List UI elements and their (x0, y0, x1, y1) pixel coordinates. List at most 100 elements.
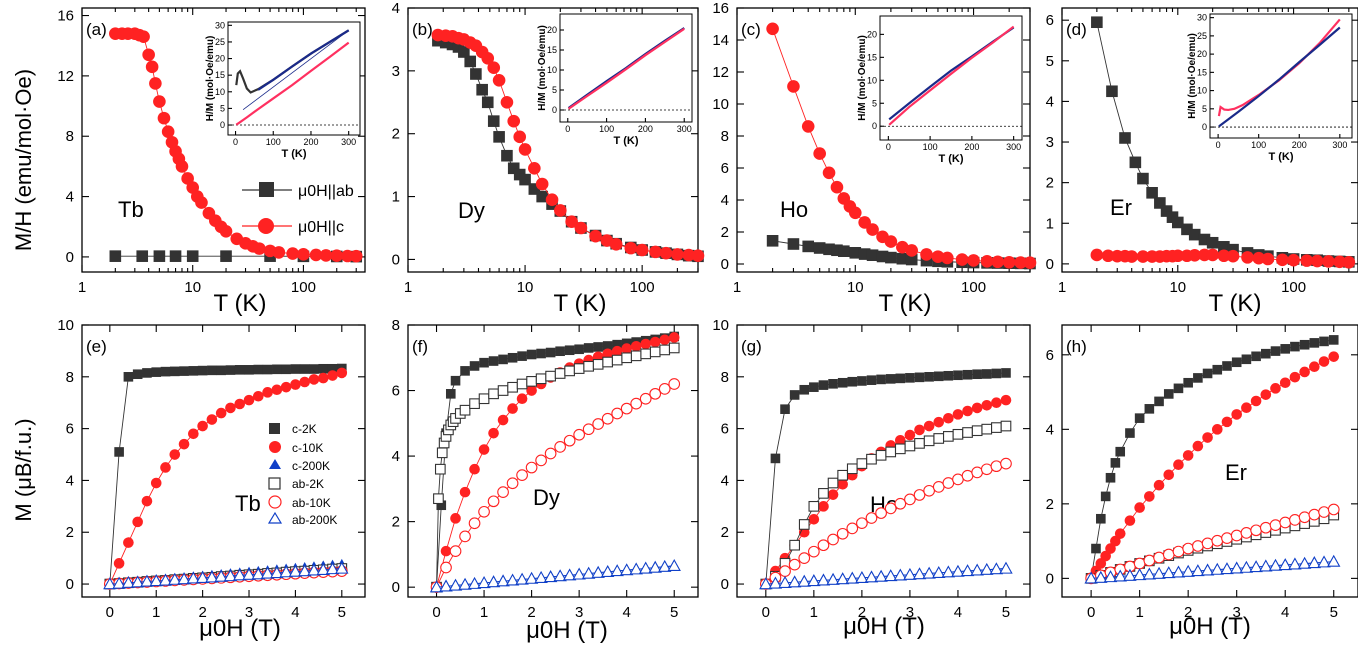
data-point (145, 60, 159, 74)
plot-frame-f (407, 324, 699, 598)
data-point (1182, 542, 1195, 555)
data-point (1114, 528, 1126, 539)
data-point (1106, 85, 1118, 98)
data-point (1192, 540, 1204, 552)
x-tick-label: 0 (106, 604, 114, 621)
data-point (668, 378, 681, 390)
data-point (818, 488, 829, 499)
x-tick-label: 5 (1002, 604, 1010, 621)
data-point (671, 248, 684, 261)
inset-y-tick-label: 30 (215, 20, 225, 30)
data-point (933, 433, 945, 444)
data-point (884, 235, 898, 248)
data-point (830, 180, 844, 194)
x-tick-label: 3 (575, 604, 583, 621)
data-point (1299, 339, 1310, 350)
legend-c-marker (258, 218, 274, 234)
inset-y-tick-label: 20 (867, 29, 877, 39)
y-tick-label: 2 (721, 524, 729, 541)
inset-y-tick-label: 5 (1202, 104, 1207, 114)
data-point (206, 414, 218, 425)
data-point (496, 574, 510, 587)
data-point (913, 489, 926, 501)
data-point (1143, 554, 1156, 567)
data-point (799, 384, 810, 395)
data-point (150, 477, 162, 489)
data-point (464, 55, 477, 68)
data-point (808, 545, 820, 558)
data-point (225, 365, 236, 375)
data-point (253, 242, 266, 255)
data-point (188, 428, 199, 440)
data-point (535, 454, 547, 467)
data-point (446, 38, 459, 51)
data-point (535, 373, 547, 385)
data-point (1210, 562, 1224, 575)
data-point (931, 250, 945, 263)
inset-x-tick-label: 0 (886, 142, 891, 152)
data-point (941, 251, 954, 265)
x-axis-title-e: μ0H (T) (199, 615, 281, 642)
legend-c200-marker (269, 459, 281, 469)
data-point (121, 575, 136, 588)
data-point (574, 221, 588, 235)
inset-x-tick-label: 0 (233, 137, 238, 147)
data-point (630, 341, 642, 352)
data-point (1171, 216, 1184, 229)
data-point (912, 567, 927, 580)
data-point (327, 363, 338, 374)
data-point (816, 573, 831, 586)
data-point (837, 479, 848, 490)
data-point (592, 358, 604, 370)
data-point (572, 567, 586, 580)
data-point (215, 407, 227, 419)
panel-label-c: (c) (741, 20, 761, 39)
data-point (1000, 457, 1012, 470)
data-point (1182, 450, 1194, 461)
data-point (545, 347, 556, 358)
data-point (251, 567, 265, 580)
data-point (828, 379, 838, 389)
data-point (856, 458, 868, 469)
data-point (458, 46, 470, 58)
data-point (449, 545, 462, 557)
data-point (845, 571, 859, 584)
data-point (659, 246, 673, 260)
data-point (450, 513, 461, 524)
data-point (991, 368, 1002, 379)
data-point (611, 407, 624, 420)
data-point (330, 249, 344, 263)
data-point (1123, 568, 1137, 581)
data-point (573, 428, 585, 441)
data-point (953, 370, 963, 381)
x-tick-label: 1 (733, 279, 741, 296)
data-point (849, 247, 862, 259)
data-point (1307, 556, 1322, 569)
inset-x-title: T (K) (281, 148, 306, 160)
data-point (1171, 249, 1185, 263)
data-point (307, 563, 321, 576)
data-point (507, 352, 518, 363)
panel-e: 0 1 2 3 4 5 0 2 4 6 8 10 (e) Tb (57, 317, 366, 621)
inset-y-tick-label: 30 (1197, 13, 1207, 23)
data-point (563, 434, 576, 447)
data-point (1269, 519, 1282, 531)
data-point (967, 254, 980, 267)
data-point (1241, 251, 1254, 264)
data-point (1280, 344, 1291, 354)
data-point (1201, 537, 1214, 550)
data-point (602, 348, 613, 360)
y-tick-label: 8 (66, 369, 74, 386)
plot-frame-b (407, 7, 699, 273)
data-point (516, 393, 528, 405)
data-point (905, 253, 918, 266)
data-point (624, 241, 638, 255)
data-point (1191, 564, 1205, 577)
data-point (160, 366, 171, 377)
data-point (1261, 348, 1271, 359)
legend-ab2-marker (268, 477, 281, 490)
inset-x-title: T (K) (938, 153, 963, 165)
series-ab-200K (429, 558, 681, 593)
y-tick-label: 0 (392, 579, 400, 596)
